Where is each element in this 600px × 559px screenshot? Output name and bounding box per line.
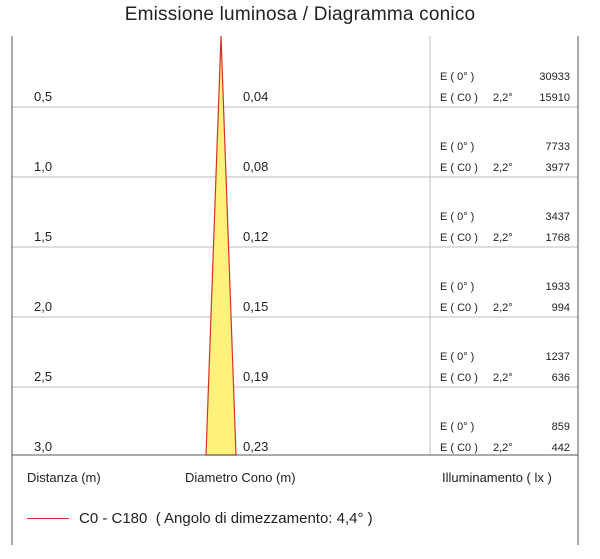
e0-label: E ( 0° ) xyxy=(440,141,474,153)
light-cone xyxy=(205,35,237,456)
ec0-label: E ( C0 ) xyxy=(440,232,478,244)
e0-value: 30933 xyxy=(539,71,570,83)
distance-value: 2,5 xyxy=(34,369,52,384)
angle-value: 2,2° xyxy=(493,442,513,454)
ec0-label: E ( C0 ) xyxy=(440,92,478,104)
ec0-value: 15910 xyxy=(539,92,570,104)
angle-value: 2,2° xyxy=(493,162,513,174)
distance-value: 0,5 xyxy=(34,89,52,104)
legend: C0 - C180 ( Angolo di dimezzamento: 4,4°… xyxy=(27,508,373,528)
e0-label: E ( 0° ) xyxy=(440,71,474,83)
diameter-value: 0,12 xyxy=(243,229,268,244)
ec0-value: 3977 xyxy=(546,162,570,174)
ec0-value: 994 xyxy=(552,302,570,314)
ec0-value: 442 xyxy=(552,442,570,454)
legend-text: C0 - C180 ( Angolo di dimezzamento: 4,4°… xyxy=(79,509,373,527)
grid-lines xyxy=(12,106,578,388)
diagram-title: Emissione luminosa / Diagramma conico xyxy=(124,4,476,25)
e0-value: 1933 xyxy=(546,281,570,293)
e0-value: 3437 xyxy=(546,211,570,223)
ec0-value: 1768 xyxy=(546,232,570,244)
diameter-value: 0,23 xyxy=(243,439,268,454)
ec0-label: E ( C0 ) xyxy=(440,302,478,314)
diameter-value: 0,15 xyxy=(243,299,268,314)
distance-value: 2,0 xyxy=(34,299,52,314)
e0-label: E ( 0° ) xyxy=(440,281,474,293)
legend-line-swatch xyxy=(27,517,69,519)
illuminance-axis-label: Illuminamento ( lx ) xyxy=(442,470,552,485)
ec0-label: E ( C0 ) xyxy=(440,372,478,384)
ec0-label: E ( C0 ) xyxy=(440,442,478,454)
distance-value: 1,0 xyxy=(34,159,52,174)
diameter-value: 0,08 xyxy=(243,159,268,174)
row-labels: 0,5 0,04 E ( 0° ) 30933 E ( C0 ) 2,2° 15910 1,0… xyxy=(34,71,570,454)
angle-value: 2,2° xyxy=(493,302,513,314)
diameter-axis-label: Diametro Cono (m) xyxy=(185,470,296,485)
angle-value: 2,2° xyxy=(493,372,513,384)
angle-value: 2,2° xyxy=(493,92,513,104)
diameter-value: 0,04 xyxy=(243,89,268,104)
angle-value: 2,2° xyxy=(493,232,513,244)
e0-value: 859 xyxy=(552,421,570,433)
frame-lines xyxy=(11,36,579,545)
e0-label: E ( 0° ) xyxy=(440,211,474,223)
e0-label: E ( 0° ) xyxy=(440,351,474,363)
ec0-label: E ( C0 ) xyxy=(440,162,478,174)
e0-value: 1237 xyxy=(546,351,570,363)
e0-label: E ( 0° ) xyxy=(440,421,474,433)
ec0-value: 636 xyxy=(552,372,570,384)
distance-value: 1,5 xyxy=(34,229,52,244)
distance-axis-label: Distanza (m) xyxy=(27,470,101,485)
distance-value: 3,0 xyxy=(34,439,52,454)
e0-value: 7733 xyxy=(546,141,570,153)
diameter-value: 0,19 xyxy=(243,369,268,384)
